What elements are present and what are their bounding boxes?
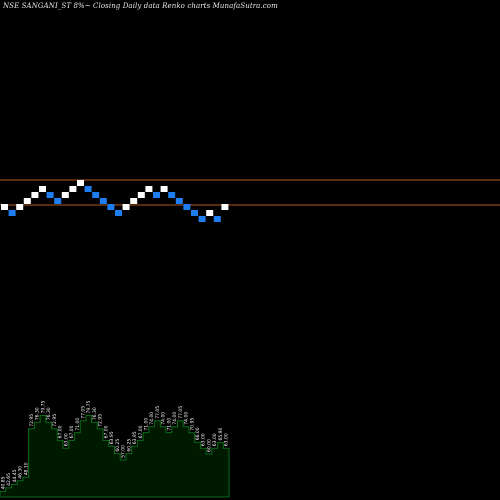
renko-brick-down [213, 216, 221, 222]
renko-brick-up [1, 204, 8, 210]
renko-brick-up [130, 198, 138, 204]
renko-brick-up [39, 186, 46, 192]
renko-brick-up [31, 192, 39, 198]
area-value-label: 63.00 [212, 433, 218, 446]
area-value-label: 77.05 [155, 406, 161, 419]
renko-brick-up [69, 186, 77, 192]
area-value-label: 76.30 [46, 407, 52, 420]
area-value-label: 63.00 [63, 433, 69, 446]
area-value-label: 79.75 [40, 400, 46, 413]
area-value-label: 46.30 [18, 466, 24, 479]
renko-brick-down [115, 210, 122, 216]
renko-brick-down [183, 204, 191, 210]
area-value-label: 76.30 [35, 407, 41, 420]
area-value-label: 71.00 [144, 418, 150, 431]
renko-brick-down [191, 210, 198, 216]
area-value-label: 63.95 [132, 431, 138, 444]
renko-bricks [1, 180, 229, 222]
renko-brick-down [8, 210, 16, 216]
area-value-label: 74.00 [184, 412, 190, 425]
area-value-label: 77.05 [81, 406, 87, 419]
area-value-label: 66.00 [195, 427, 201, 440]
renko-brick-up [206, 210, 214, 216]
area-value-label: 67.00 [138, 425, 144, 438]
renko-brick-down [198, 216, 206, 222]
renko-brick-up [137, 192, 145, 198]
area-value-label: 67.00 [58, 425, 64, 438]
area-value-label: 74.00 [149, 412, 155, 425]
area-value-label: 57.00 [121, 445, 127, 458]
renko-brick-up [77, 180, 84, 186]
bottom-area-panel [0, 415, 230, 498]
renko-brick-up [61, 192, 69, 198]
renko-brick-down [84, 186, 92, 192]
area-value-label: 63.00 [201, 433, 207, 446]
area-value-label: 67.00 [69, 425, 75, 438]
area-value-label: 72.95 [98, 414, 104, 427]
area-value-label: 79.75 [86, 400, 92, 413]
area-value-label: 60.25 [126, 439, 132, 452]
area-value-label: 42.65 [6, 473, 12, 486]
renko-brick-down [92, 192, 100, 198]
renko-brick-up [16, 204, 24, 210]
renko-brick-down [54, 198, 62, 204]
renko-brick-up [122, 204, 130, 210]
area-value-label: 76.30 [92, 407, 98, 420]
area-value-label: 72.95 [29, 414, 35, 427]
renko-brick-down [175, 198, 183, 204]
area-value-label: 72.95 [52, 414, 58, 427]
area-value-label: 71.00 [75, 418, 81, 431]
area-value-label: 65.90 [218, 427, 224, 440]
area-value-label: 71.00 [166, 418, 172, 431]
area-value-label: 48.10 [23, 462, 29, 475]
area-value-label: 74.00 [161, 412, 167, 425]
renko-brick-down [153, 192, 160, 198]
area-fill [0, 415, 230, 498]
area-value-label: 60.25 [115, 439, 121, 452]
area-value-label: 44.45 [12, 469, 18, 482]
area-value-label: 70.95 [189, 418, 195, 431]
area-value-label: 40.85 [0, 476, 6, 489]
renko-brick-up [221, 204, 229, 210]
bottom-area-labels: 40.85 42.65 44.45 46.30 48.1072.9576.3079.75… [0, 400, 229, 489]
area-value-label: 77.05 [178, 406, 184, 419]
reference-lines [0, 179, 500, 206]
renko-brick-down [168, 192, 176, 198]
chart-title: NSE SANGANI_ST 8%~ Closing Daily data Re… [3, 2, 278, 10]
area-value-label: 63.00 [224, 433, 230, 446]
renko-brick-down [99, 198, 107, 204]
renko-brick-down [107, 204, 115, 210]
area-value-label: 63.95 [109, 431, 115, 444]
area-value-label: 67.00 [103, 425, 109, 438]
renko-brick-down [46, 192, 54, 198]
area-value-label: 74.00 [172, 412, 178, 425]
renko-brick-up [23, 198, 31, 204]
area-value-label: 60.00 [207, 439, 213, 452]
renko-brick-up [160, 186, 168, 192]
renko-brick-up [145, 186, 153, 192]
